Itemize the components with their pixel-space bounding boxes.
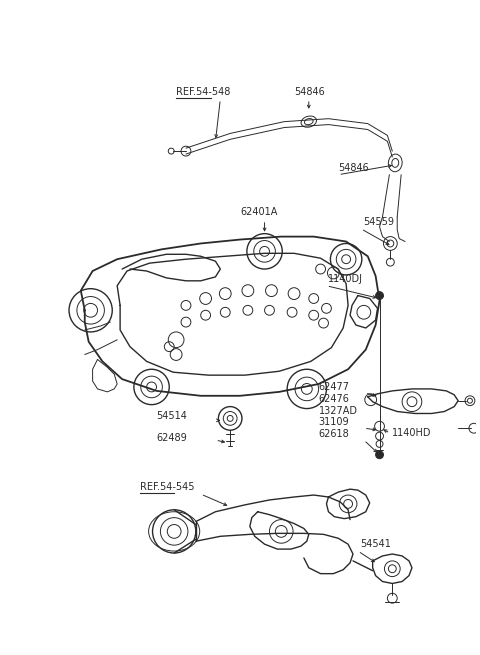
Text: 54514: 54514: [156, 411, 187, 421]
Text: 54559: 54559: [363, 217, 394, 227]
Text: 62489: 62489: [156, 433, 187, 443]
Text: 54541: 54541: [360, 539, 391, 549]
Text: 62401A: 62401A: [240, 207, 277, 217]
Text: 62476: 62476: [319, 394, 349, 403]
Text: 1327AD: 1327AD: [319, 405, 358, 415]
Text: 1140HD: 1140HD: [392, 428, 432, 438]
Text: 62618: 62618: [319, 429, 349, 439]
Text: 31109: 31109: [319, 417, 349, 427]
Circle shape: [376, 291, 384, 299]
Text: 54846: 54846: [338, 163, 369, 173]
Text: 54846: 54846: [294, 87, 325, 97]
Text: REF.54-548: REF.54-548: [176, 87, 230, 97]
Text: 62477: 62477: [319, 382, 349, 392]
Circle shape: [376, 451, 384, 458]
Text: REF.54-545: REF.54-545: [140, 482, 194, 492]
Text: 1140DJ: 1140DJ: [328, 274, 363, 284]
